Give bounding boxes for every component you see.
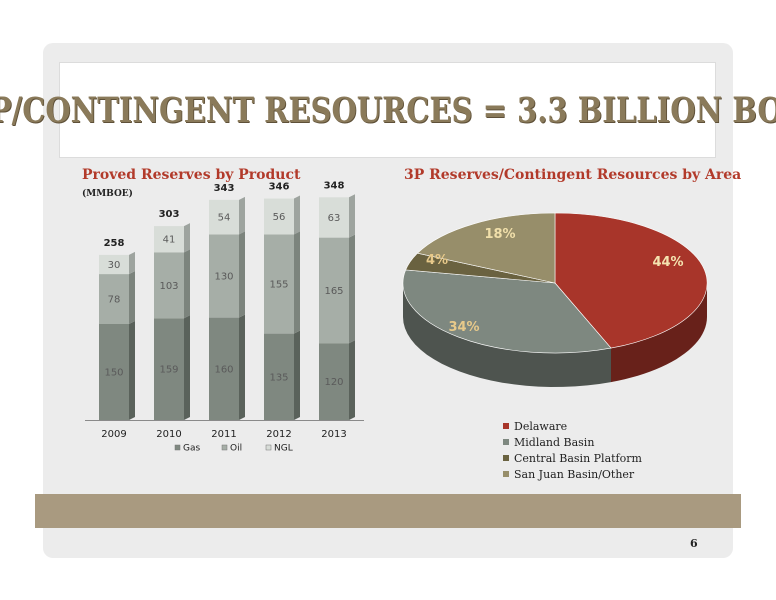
legend-swatch-midland (503, 439, 509, 445)
legend-swatch-delaware (503, 423, 509, 429)
pie-legend-item: Midland Basin (503, 434, 642, 450)
footer-band (35, 494, 741, 528)
pie-legend: Delaware Midland Basin Central Basin Pla… (503, 418, 642, 482)
title-box: 3P/CONTINGENT RESOURCES = 3.3 BILLION BO… (0, 62, 776, 158)
legend-label: Delaware (514, 419, 568, 433)
legend-label: Central Basin Platform (514, 451, 642, 465)
pie-legend-item: Delaware (503, 418, 642, 434)
pie-legend-item: Central Basin Platform (503, 450, 642, 466)
legend-label: San Juan Basin/Other (514, 467, 635, 481)
legend-label: Midland Basin (514, 435, 595, 449)
bar-chart-title: Proved Reserves by Product (82, 167, 301, 183)
slide-title: 3P/CONTINGENT RESOURCES = 3.3 BILLION BO… (0, 89, 776, 131)
bar-chart-units: (MMBOE) (82, 189, 133, 199)
pie-legend-item: San Juan Basin/Other (503, 466, 642, 482)
pie-chart-title: 3P Reserves/Contingent Resources by Area (404, 167, 742, 183)
legend-swatch-sanjuan (503, 471, 509, 477)
page-number: 6 (690, 537, 698, 550)
legend-swatch-central (503, 455, 509, 461)
